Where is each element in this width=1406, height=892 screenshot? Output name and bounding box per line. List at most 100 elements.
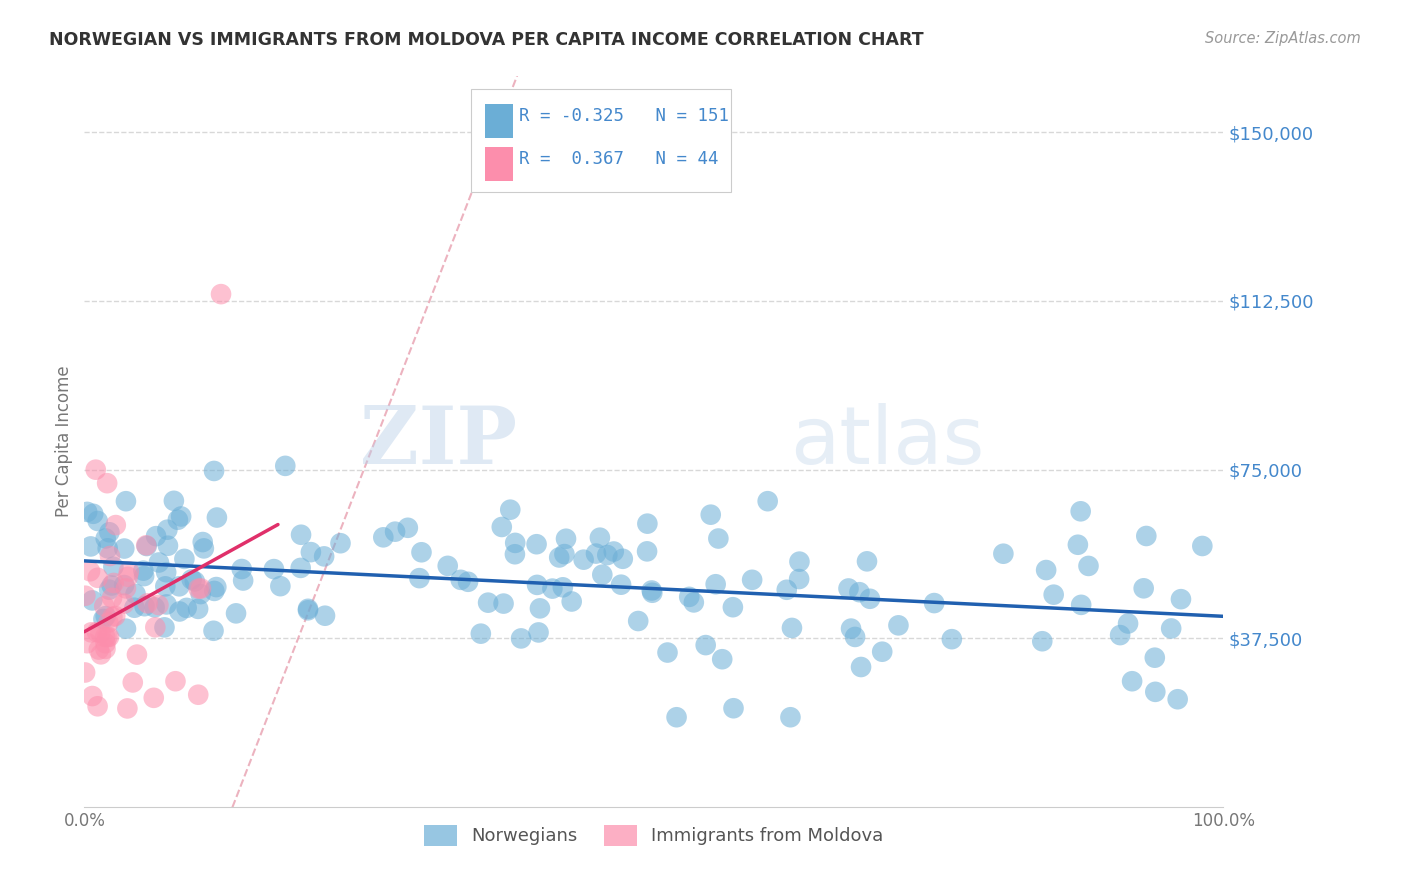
Point: [90, 648, 112, 662]
Point: [112, 541, 135, 556]
Point: [104, 518, 127, 533]
Point: [741, 573, 763, 587]
Point: [163, 493, 186, 508]
Point: [134, 599, 156, 614]
Point: [572, 552, 595, 566]
Point: [1170, 592, 1192, 607]
Point: [1191, 539, 1213, 553]
Point: [711, 652, 734, 666]
Point: [76, 505, 98, 519]
Point: [104, 609, 127, 624]
Point: [780, 621, 803, 635]
Point: [1070, 504, 1092, 518]
Point: [548, 550, 571, 565]
Point: [124, 587, 146, 601]
Point: [491, 520, 513, 534]
Point: [103, 576, 125, 591]
Point: [529, 601, 551, 615]
Point: [373, 530, 395, 544]
Point: [98, 525, 121, 540]
Point: [94, 630, 117, 644]
Point: [839, 622, 862, 636]
Point: [82, 689, 104, 703]
Point: [112, 597, 135, 611]
Point: [76, 636, 98, 650]
Point: [384, 524, 406, 539]
Point: [231, 562, 253, 576]
Point: [1067, 538, 1090, 552]
Point: [1135, 529, 1157, 543]
Point: [636, 516, 658, 531]
Point: [1143, 650, 1166, 665]
Point: [849, 660, 872, 674]
Point: [561, 594, 583, 608]
Point: [132, 564, 155, 578]
Y-axis label: Per Capita Income: Per Capita Income: [55, 366, 73, 517]
Point: [115, 494, 138, 508]
Point: [145, 529, 167, 543]
Point: [870, 645, 893, 659]
Point: [695, 638, 717, 652]
Point: [117, 570, 139, 584]
Point: [209, 287, 232, 301]
Point: [682, 595, 704, 609]
Point: [191, 535, 214, 549]
Point: [1121, 674, 1143, 689]
Point: [103, 559, 125, 574]
Point: [551, 580, 574, 594]
Point: [193, 541, 215, 556]
Text: R =  0.367   N = 44: R = 0.367 N = 44: [519, 150, 718, 168]
Point: [596, 548, 619, 562]
Point: [1160, 622, 1182, 636]
Point: [641, 586, 664, 600]
Point: [723, 701, 745, 715]
Point: [848, 585, 870, 599]
Point: [190, 587, 212, 601]
Point: [789, 555, 811, 569]
Point: [470, 626, 492, 640]
Point: [167, 579, 190, 593]
Point: [232, 574, 254, 588]
Point: [263, 562, 285, 576]
Point: [84, 463, 107, 477]
Point: [526, 578, 548, 592]
Point: [79, 564, 101, 578]
Point: [93, 599, 115, 614]
Point: [80, 540, 103, 554]
Point: [396, 521, 419, 535]
Point: [704, 577, 727, 591]
Point: [205, 510, 228, 524]
Point: [184, 574, 207, 589]
Point: [526, 537, 548, 551]
Text: ZIP: ZIP: [360, 402, 517, 481]
Point: [779, 710, 801, 724]
Point: [135, 539, 157, 553]
Point: [86, 625, 108, 640]
Point: [527, 625, 550, 640]
Point: [589, 531, 612, 545]
Point: [97, 541, 120, 556]
Point: [290, 561, 312, 575]
Text: atlas: atlas: [790, 402, 984, 481]
Point: [678, 590, 700, 604]
Point: [612, 551, 634, 566]
Point: [148, 598, 170, 612]
Point: [135, 538, 157, 552]
Point: [610, 577, 633, 591]
Point: [156, 539, 179, 553]
Point: [274, 458, 297, 473]
Point: [202, 583, 225, 598]
Point: [143, 620, 166, 634]
Point: [205, 580, 228, 594]
Point: [125, 648, 148, 662]
Point: [112, 578, 135, 592]
Point: [156, 523, 179, 537]
Point: [121, 675, 143, 690]
Point: [142, 690, 165, 705]
Point: [94, 636, 117, 650]
Point: [1167, 692, 1189, 706]
Point: [499, 502, 522, 516]
Point: [844, 630, 866, 644]
Point: [190, 582, 212, 596]
Point: [290, 527, 312, 541]
